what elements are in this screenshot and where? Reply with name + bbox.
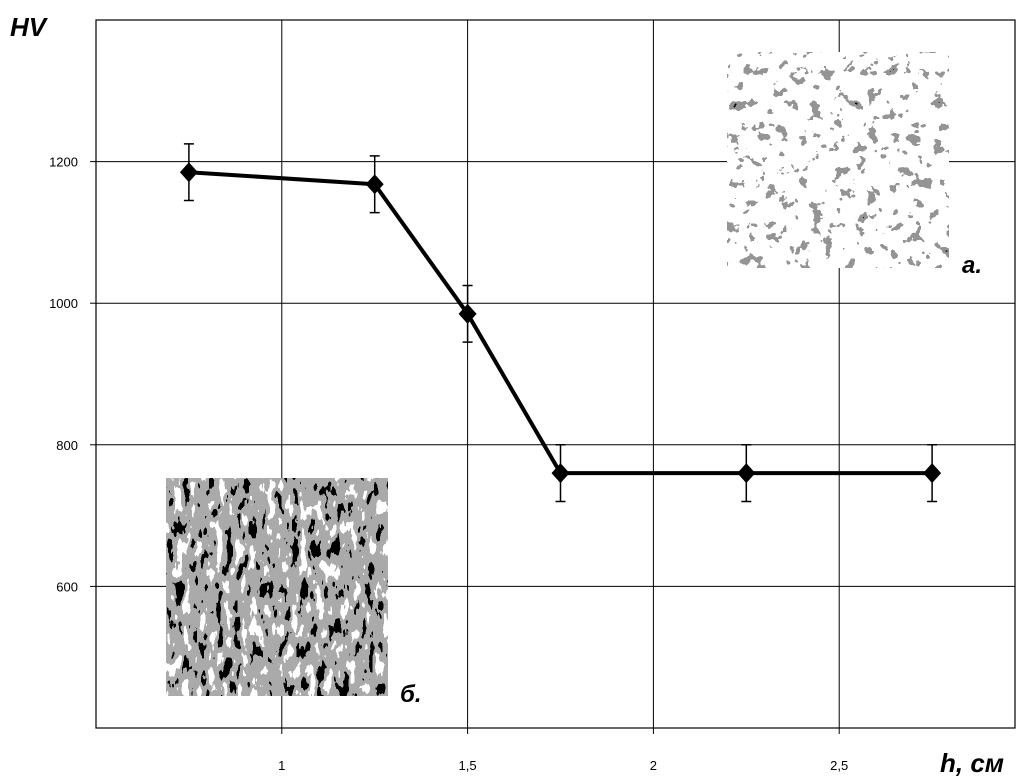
point (737, 463, 755, 483)
y-axis-label: HV (10, 12, 49, 42)
x-axis-label: h, см (940, 748, 1004, 778)
point (923, 463, 941, 483)
x-tick-label: 2,5 (830, 758, 848, 773)
y-tick-label: 600 (56, 579, 78, 594)
y-tick-label: 1200 (49, 155, 78, 170)
annotation: а. (962, 252, 982, 279)
y-tick-label: 1000 (49, 296, 78, 311)
micrograph-a (727, 52, 949, 268)
x-tick-label: 2 (650, 758, 657, 773)
x-tick-label: 1 (278, 758, 285, 773)
x-tick-label: 1,5 (459, 758, 477, 773)
y-tick-label: 800 (56, 438, 78, 453)
chart: HV h, см а. б. 600 800 1000 1200 1 1,5 2 2,5 (0, 0, 1017, 778)
point (180, 162, 198, 182)
annotation: б. (400, 681, 422, 708)
micrograph-b (166, 478, 388, 696)
